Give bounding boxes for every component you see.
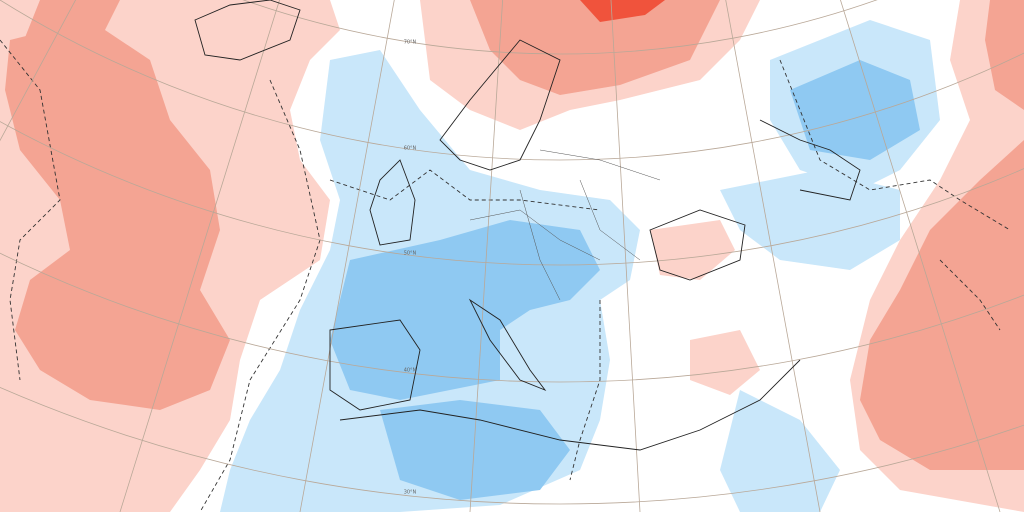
warm-mid-east <box>860 140 1024 470</box>
dashed-contour <box>569 300 601 481</box>
warm-mid-west <box>5 20 230 410</box>
latitude-label: 60°N <box>404 146 417 152</box>
dashed-contour <box>199 79 321 512</box>
cold-mid-russia <box>790 60 920 160</box>
warm-light-anatolia <box>690 330 760 395</box>
dashed-contour <box>0 39 61 381</box>
warm-mid-north <box>470 0 720 95</box>
dashed-contour <box>779 59 1011 231</box>
latitude-label: 30°N <box>404 490 417 496</box>
warm-mid-northeast <box>985 0 1024 110</box>
latitude-label: 40°N <box>404 368 417 374</box>
latitude-label: 70°N <box>404 40 417 46</box>
cold-mid-north-africa <box>380 400 570 500</box>
cold-light-caspian <box>720 170 900 270</box>
warm-mid-northwest <box>20 0 120 60</box>
dashed-contour <box>329 169 601 211</box>
warm-strong-north <box>580 0 665 22</box>
dashed-contour <box>939 259 1001 331</box>
coastlines <box>194 0 861 451</box>
borders <box>469 149 661 301</box>
latitude-label: 50°N <box>404 251 417 257</box>
warm-light-blacksea <box>650 220 735 280</box>
